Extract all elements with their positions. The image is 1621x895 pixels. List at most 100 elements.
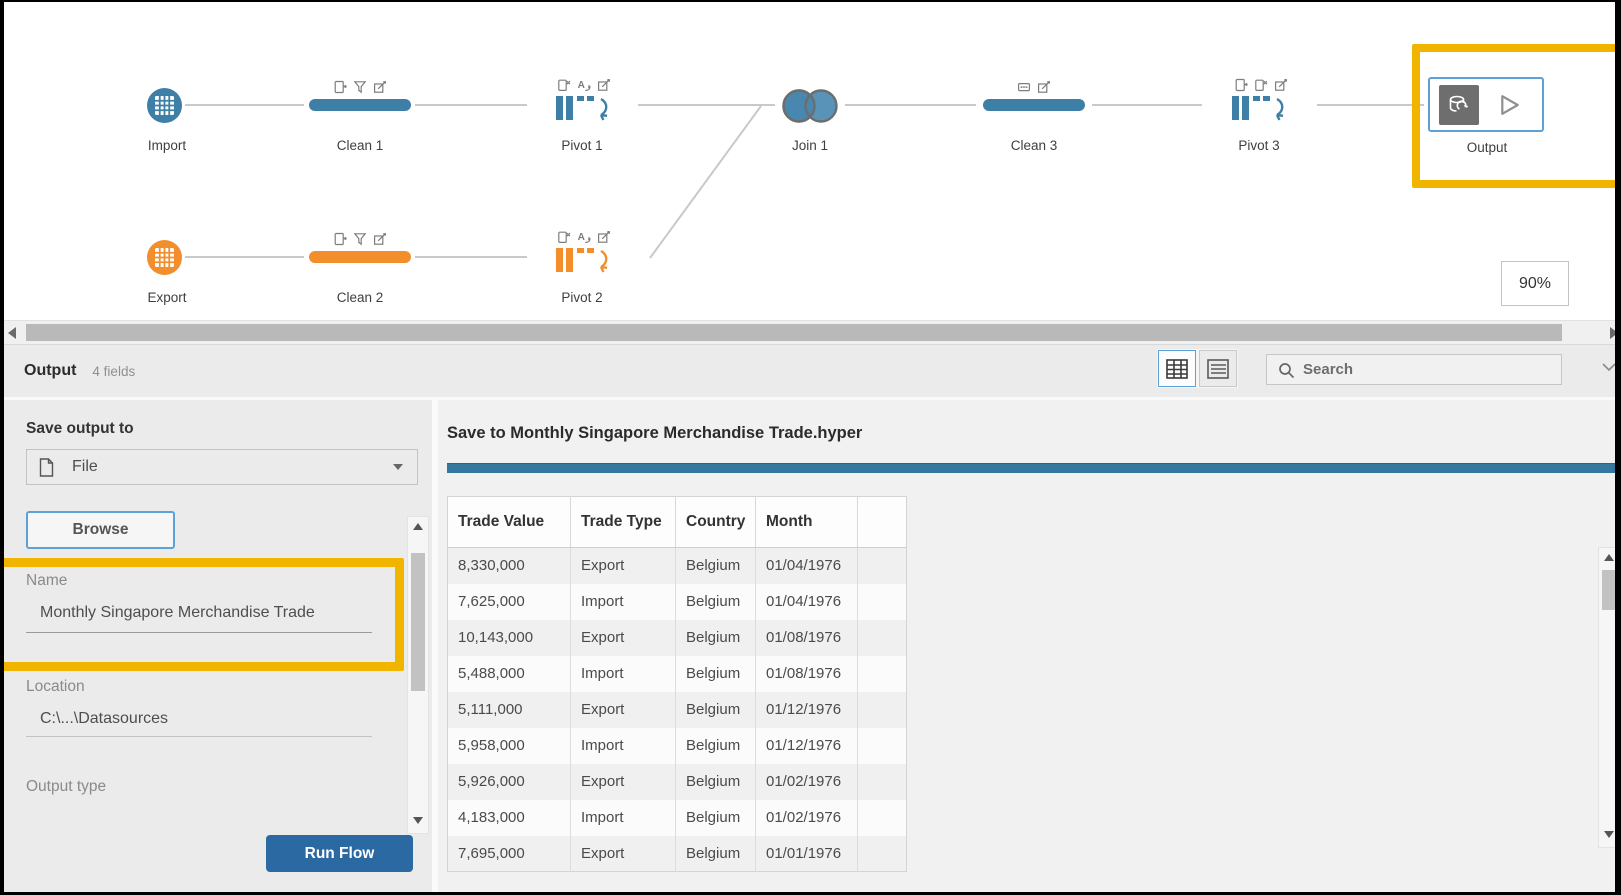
divider bbox=[432, 400, 438, 892]
scroll-right-arrow[interactable] bbox=[1610, 327, 1615, 339]
grid-vertical-scrollbar[interactable] bbox=[1598, 547, 1615, 848]
flow-node-output[interactable] bbox=[1428, 77, 1544, 132]
flow-node-clean2[interactable] bbox=[309, 251, 411, 263]
table-row[interactable]: 5,958,000 Import Belgium 01/12/1976 bbox=[447, 727, 907, 764]
table-cell: Belgium bbox=[675, 655, 756, 692]
file-icon bbox=[39, 457, 54, 477]
table-input-icon bbox=[147, 240, 182, 275]
column-header[interactable]: Trade Value bbox=[447, 496, 571, 548]
edit-icon bbox=[597, 230, 611, 244]
search-input[interactable] bbox=[1266, 354, 1562, 385]
table-cell: Export bbox=[570, 835, 676, 872]
edit-icon bbox=[373, 232, 387, 246]
destination-dropdown[interactable]: File bbox=[26, 449, 418, 485]
list-view-button[interactable] bbox=[1199, 350, 1237, 387]
flow-node-pivot3[interactable] bbox=[1231, 94, 1287, 127]
edit-icon bbox=[597, 78, 611, 92]
table-input-icon bbox=[147, 88, 182, 123]
edit-icon bbox=[1037, 80, 1051, 94]
fields-count: 4 fields bbox=[92, 363, 136, 379]
table-row[interactable]: 7,625,000 Import Belgium 01/04/1976 bbox=[447, 583, 907, 620]
node-label: Clean 3 bbox=[1010, 138, 1058, 153]
clean3-change-badges bbox=[981, 80, 1087, 94]
flow-canvas[interactable]: Import Clean 1 Pivot 1 Join 1 bbox=[4, 2, 1615, 320]
table-row[interactable]: 10,143,000 Export Belgium 01/08/1976 bbox=[447, 619, 907, 656]
column-header[interactable]: Month bbox=[755, 496, 858, 548]
table-cell bbox=[858, 800, 907, 836]
table-cell bbox=[858, 728, 907, 764]
grid-table-body: 8,330,000 Export Belgium 01/04/1976 7,625,00… bbox=[447, 547, 907, 872]
run-flow-button[interactable]: Run Flow bbox=[266, 835, 413, 872]
name-underline bbox=[26, 632, 372, 633]
scroll-up-arrow[interactable] bbox=[413, 523, 423, 530]
grid-scrollbar-thumb[interactable] bbox=[1602, 570, 1615, 610]
table-cell: 01/02/1976 bbox=[755, 763, 858, 800]
list-view-icon bbox=[1207, 358, 1229, 379]
pivot-icon bbox=[556, 248, 608, 273]
grid-view-button[interactable] bbox=[1158, 350, 1196, 387]
table-row[interactable]: 7,695,000 Export Belgium 01/01/1976 bbox=[447, 835, 907, 872]
location-underline bbox=[26, 736, 372, 737]
name-field[interactable]: Monthly Singapore Merchandise Trade bbox=[40, 604, 315, 621]
table-cell: 7,695,000 bbox=[447, 835, 571, 872]
name-label: Name bbox=[26, 572, 68, 589]
save-to-heading: Save to Monthly Singapore Merchandise Tr… bbox=[447, 424, 863, 442]
table-cell: 01/08/1976 bbox=[755, 619, 858, 656]
table-cell bbox=[858, 764, 907, 800]
flow-horizontal-scrollbar[interactable] bbox=[4, 320, 1615, 344]
view-toggle-group bbox=[1157, 349, 1238, 388]
table-cell: 8,330,000 bbox=[447, 547, 571, 584]
output-settings-panel: Save output to File Browse Name Monthly … bbox=[4, 400, 432, 892]
flow-node-clean1[interactable] bbox=[309, 99, 411, 111]
pivot1-change-badges bbox=[531, 78, 637, 92]
panel-vertical-scrollbar[interactable] bbox=[407, 516, 429, 834]
flow-node-clean3[interactable] bbox=[983, 99, 1085, 111]
remove-field-icon bbox=[557, 230, 571, 244]
table-cell: 01/02/1976 bbox=[755, 799, 858, 836]
node-label: Clean 2 bbox=[336, 290, 384, 305]
table-row[interactable]: 8,330,000 Export Belgium 01/04/1976 bbox=[447, 547, 907, 584]
table-cell: 01/08/1976 bbox=[755, 655, 858, 692]
table-cell: 5,926,000 bbox=[447, 763, 571, 800]
divider bbox=[4, 397, 1615, 400]
flow-node-import[interactable] bbox=[147, 88, 182, 123]
location-label: Location bbox=[26, 678, 85, 695]
table-row[interactable]: 5,926,000 Export Belgium 01/02/1976 bbox=[447, 763, 907, 800]
table-cell: Belgium bbox=[675, 547, 756, 584]
table-cell bbox=[858, 548, 907, 584]
table-cell: Import bbox=[570, 799, 676, 836]
column-header[interactable] bbox=[857, 496, 907, 548]
edit-icon bbox=[373, 80, 387, 94]
table-row[interactable]: 4,183,000 Import Belgium 01/02/1976 bbox=[447, 799, 907, 836]
table-cell: 01/12/1976 bbox=[755, 691, 858, 728]
database-icon bbox=[1439, 84, 1479, 125]
flow-node-pivot2[interactable] bbox=[555, 246, 611, 279]
flow-connectors bbox=[185, 104, 1424, 259]
scroll-down-arrow[interactable] bbox=[1604, 831, 1614, 838]
search-icon bbox=[1279, 363, 1295, 379]
scroll-up-arrow[interactable] bbox=[1604, 554, 1614, 561]
table-cell: 01/01/1976 bbox=[755, 835, 858, 872]
column-header[interactable]: Trade Type bbox=[570, 496, 676, 548]
flow-node-export[interactable] bbox=[147, 240, 182, 275]
table-cell bbox=[858, 692, 907, 728]
flow-node-pivot1[interactable] bbox=[555, 94, 611, 127]
scroll-left-arrow[interactable] bbox=[8, 327, 16, 339]
flow-node-join1[interactable] bbox=[776, 86, 844, 131]
panel-scrollbar-thumb[interactable] bbox=[411, 553, 425, 691]
table-cell: Import bbox=[570, 655, 676, 692]
table-cell: Belgium bbox=[675, 583, 756, 620]
filter-icon bbox=[353, 232, 367, 246]
horizontal-scrollbar-thumb[interactable] bbox=[26, 324, 1562, 341]
table-row[interactable]: 5,111,000 Export Belgium 01/12/1976 bbox=[447, 691, 907, 728]
table-cell: 10,143,000 bbox=[447, 619, 571, 656]
column-header[interactable]: Country bbox=[675, 496, 756, 548]
chevron-down-icon[interactable] bbox=[1600, 358, 1618, 376]
browse-button[interactable]: Browse bbox=[26, 511, 175, 549]
scroll-down-arrow[interactable] bbox=[413, 817, 423, 824]
table-row[interactable]: 5,488,000 Import Belgium 01/08/1976 bbox=[447, 655, 907, 692]
location-field[interactable]: C:\...\Datasources bbox=[40, 710, 169, 727]
pivot-icon bbox=[1232, 96, 1284, 121]
join-icon bbox=[782, 89, 838, 123]
run-icon[interactable] bbox=[1499, 94, 1521, 116]
